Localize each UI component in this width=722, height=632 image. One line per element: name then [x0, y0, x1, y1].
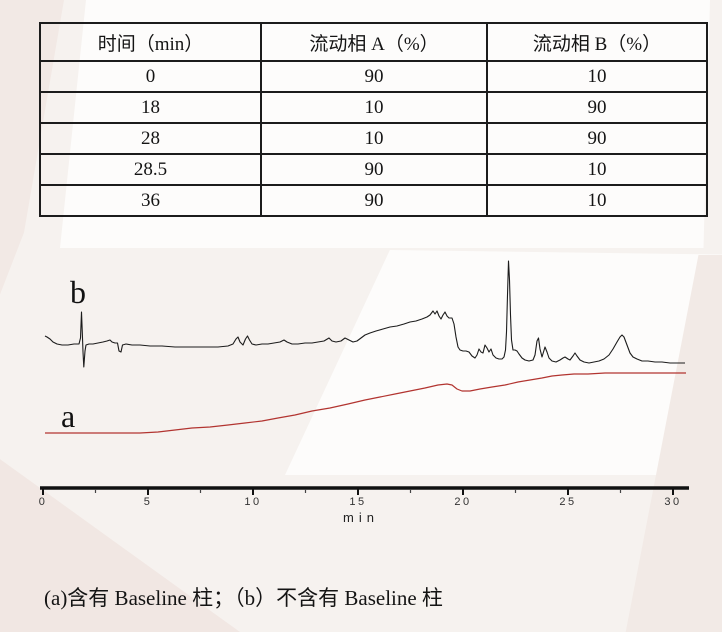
- x-tick-label: 10: [244, 496, 261, 508]
- column-header: 时间（min）: [39, 22, 262, 62]
- column-header: 流动相 A（%）: [260, 22, 488, 62]
- table-cell: 90: [486, 91, 708, 124]
- figure-caption: (a)含有 Baseline 柱；（b）不含有 Baseline 柱: [44, 586, 443, 610]
- table-cell: 18: [39, 91, 262, 124]
- trace-a: [45, 372, 686, 434]
- table-cell: 90: [486, 122, 708, 155]
- gradient-table-body: 0 90 10 18 10 90 28 10 90 28.5 90 10 36 90 10: [39, 60, 708, 217]
- table-cell: 28: [39, 122, 262, 155]
- table-cell: 90: [260, 184, 488, 217]
- table-row: 0 90 10: [39, 60, 708, 93]
- table-row: 36 90 10: [39, 184, 708, 217]
- table-cell: 10: [486, 184, 708, 217]
- x-tick-label: 25: [559, 496, 576, 508]
- table-cell: 10: [260, 91, 488, 124]
- x-tick-label: 5: [144, 496, 153, 508]
- table-row: 18 10 90: [39, 91, 708, 124]
- trace-a-label: a: [61, 398, 75, 434]
- table-cell: 10: [486, 153, 708, 186]
- table-cell: 90: [260, 60, 488, 93]
- x-tick-label: 15: [349, 496, 366, 508]
- x-axis-tick-labels: 0 5 10 15 20 25 30: [39, 496, 681, 508]
- trace-b: [44, 260, 685, 368]
- gradient-table: 时间（min） 流动相 A（%） 流动相 B（%） 0 90 10 18 10 90 28 10 9…: [39, 22, 708, 217]
- gradient-table-header: 时间（min） 流动相 A（%） 流动相 B（%）: [39, 22, 708, 62]
- x-axis-title: min: [343, 510, 379, 525]
- trace-b-label: b: [70, 274, 86, 310]
- x-tick-label: 30: [664, 496, 681, 508]
- x-tick-label: 0: [39, 496, 48, 508]
- table-cell: 36: [39, 184, 262, 217]
- header-row: 时间（min） 流动相 A（%） 流动相 B（%）: [39, 22, 708, 62]
- table-cell: 10: [486, 60, 708, 93]
- column-header: 流动相 B（%）: [486, 22, 708, 62]
- table-row: 28 10 90: [39, 122, 708, 155]
- table-cell: 90: [260, 153, 488, 186]
- x-axis: [40, 486, 689, 495]
- table-cell: 10: [260, 122, 488, 155]
- chromatogram-traces: [44, 260, 686, 434]
- x-tick-label: 20: [454, 496, 471, 508]
- table-cell: 0: [39, 60, 262, 93]
- table-row: 28.5 90 10: [39, 153, 708, 186]
- table-cell: 28.5: [39, 153, 262, 186]
